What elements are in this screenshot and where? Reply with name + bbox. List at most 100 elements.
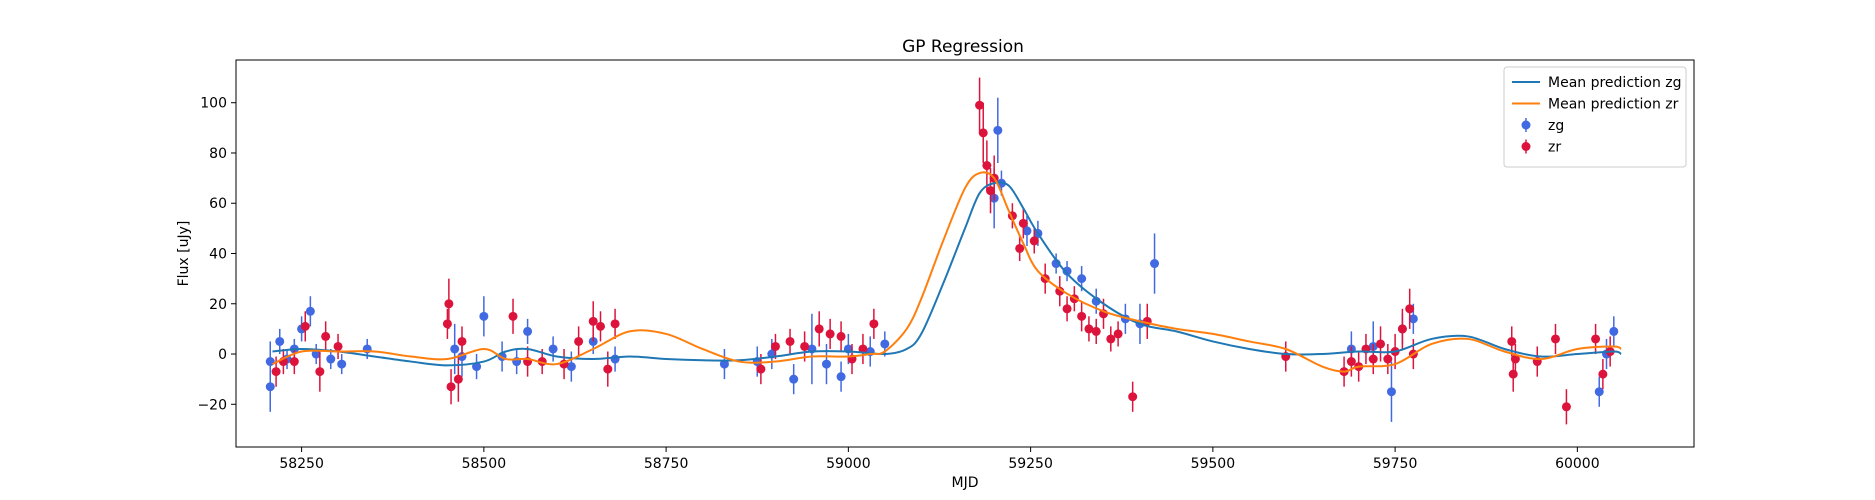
zr-point xyxy=(1128,392,1138,402)
zr-point xyxy=(315,367,325,377)
zr-point xyxy=(508,311,518,321)
zr-point xyxy=(1550,334,1560,344)
zg-point xyxy=(610,354,620,364)
y-tick-label: 40 xyxy=(209,247,227,263)
zr-point xyxy=(785,336,795,346)
zr-point xyxy=(1368,354,1378,364)
legend-label: Mean prediction zg xyxy=(1548,75,1682,91)
zr-point xyxy=(457,336,467,346)
legend: Mean prediction zg Mean prediction zr zg zr xyxy=(1503,66,1687,168)
zr-point xyxy=(610,319,620,329)
zr-point xyxy=(1561,402,1571,412)
zr-point xyxy=(770,341,780,351)
zr-point xyxy=(1077,311,1087,321)
zr-point xyxy=(1510,354,1520,364)
zg-point xyxy=(993,125,1003,135)
zg-point xyxy=(305,306,315,316)
zr-point xyxy=(978,128,988,138)
line-mean-prediction-zr xyxy=(272,171,1622,373)
zr-point xyxy=(814,324,824,334)
zr-point xyxy=(1376,339,1386,349)
legend-item: Mean prediction zg xyxy=(1512,75,1682,91)
zg-point xyxy=(1022,226,1032,236)
legend-item: zr xyxy=(1521,139,1561,156)
x-tick-label: 58250 xyxy=(279,456,324,472)
y-axis: −20 0 20 40 60 80 100 xyxy=(197,96,236,413)
zg-point xyxy=(326,354,336,364)
y-tick-label: 0 xyxy=(218,347,227,363)
zr-point xyxy=(869,319,879,329)
zr-point xyxy=(858,344,868,354)
plot-area xyxy=(265,77,1622,425)
zr-point xyxy=(1507,336,1517,346)
zr-point xyxy=(1397,324,1407,334)
zg-point xyxy=(1051,259,1061,269)
zr-point xyxy=(975,100,985,110)
y-tick-label: 60 xyxy=(209,196,227,212)
zr-point xyxy=(1018,218,1028,228)
zr-point xyxy=(825,329,835,339)
x-tick-label: 58750 xyxy=(644,456,689,472)
zr-point xyxy=(1084,324,1094,334)
zg-point xyxy=(479,311,489,321)
zg-point xyxy=(566,362,576,372)
zg-point xyxy=(523,326,533,336)
zg-point xyxy=(1062,266,1072,276)
legend-item: Mean prediction zr xyxy=(1512,97,1679,113)
x-tick-label: 58500 xyxy=(462,456,507,472)
y-tick-label: 80 xyxy=(209,146,227,162)
zr-point xyxy=(574,336,584,346)
zg-point xyxy=(1077,274,1087,284)
zr-point xyxy=(986,186,996,196)
legend-marker-swatch xyxy=(1521,120,1531,130)
zr-point xyxy=(1106,334,1116,344)
y-tick-label: −20 xyxy=(197,397,227,413)
zr-point xyxy=(588,316,598,326)
chart-title: GP Regression xyxy=(902,37,1024,57)
zr-point xyxy=(333,341,343,351)
x-tick-label: 59750 xyxy=(1373,456,1418,472)
zr-point xyxy=(289,357,299,367)
x-tick-label: 60000 xyxy=(1555,456,1600,472)
x-tick-label: 59250 xyxy=(1008,456,1053,472)
x-axis: 58250 58500 58750 59000 59250 59500 59750 60000 xyxy=(279,447,1600,472)
legend-item: zg xyxy=(1521,118,1564,134)
zr-point xyxy=(1383,354,1393,364)
zg-point xyxy=(1386,387,1396,397)
zr-point xyxy=(300,321,310,331)
zg-point xyxy=(275,336,285,346)
zg-point xyxy=(789,374,799,384)
zr-point xyxy=(596,321,605,331)
zr-point xyxy=(1591,334,1601,344)
zr-point xyxy=(446,382,456,392)
zr-point xyxy=(1055,286,1065,296)
zg-point xyxy=(450,344,460,354)
zr-point xyxy=(756,364,766,374)
legend-box xyxy=(1503,66,1687,168)
y-tick-label: 100 xyxy=(200,96,227,112)
zg-point xyxy=(1609,326,1619,336)
legend-label: Mean prediction zr xyxy=(1548,97,1679,113)
zr-point xyxy=(1029,236,1039,246)
legend-label: zr xyxy=(1548,140,1561,156)
zr-point xyxy=(603,364,613,374)
legend-label: zg xyxy=(1548,118,1564,134)
legend-marker-swatch xyxy=(1521,142,1531,151)
zr-point xyxy=(1598,369,1608,379)
zg-point xyxy=(337,359,347,369)
zg-point xyxy=(821,359,831,369)
zg-point xyxy=(311,349,321,359)
x-axis-label: MJD xyxy=(952,475,979,491)
zr-point xyxy=(1113,329,1123,339)
zr-point xyxy=(1346,357,1356,367)
y-axis-label: Flux [uJy] xyxy=(176,221,192,287)
zr-point xyxy=(321,331,331,341)
zr-point xyxy=(1508,369,1518,379)
zr-point xyxy=(1405,304,1415,314)
zr-point xyxy=(1091,326,1101,336)
zr-point xyxy=(982,161,992,171)
zg-point xyxy=(719,359,729,369)
zg-point xyxy=(265,382,275,392)
zg-point xyxy=(836,372,846,382)
